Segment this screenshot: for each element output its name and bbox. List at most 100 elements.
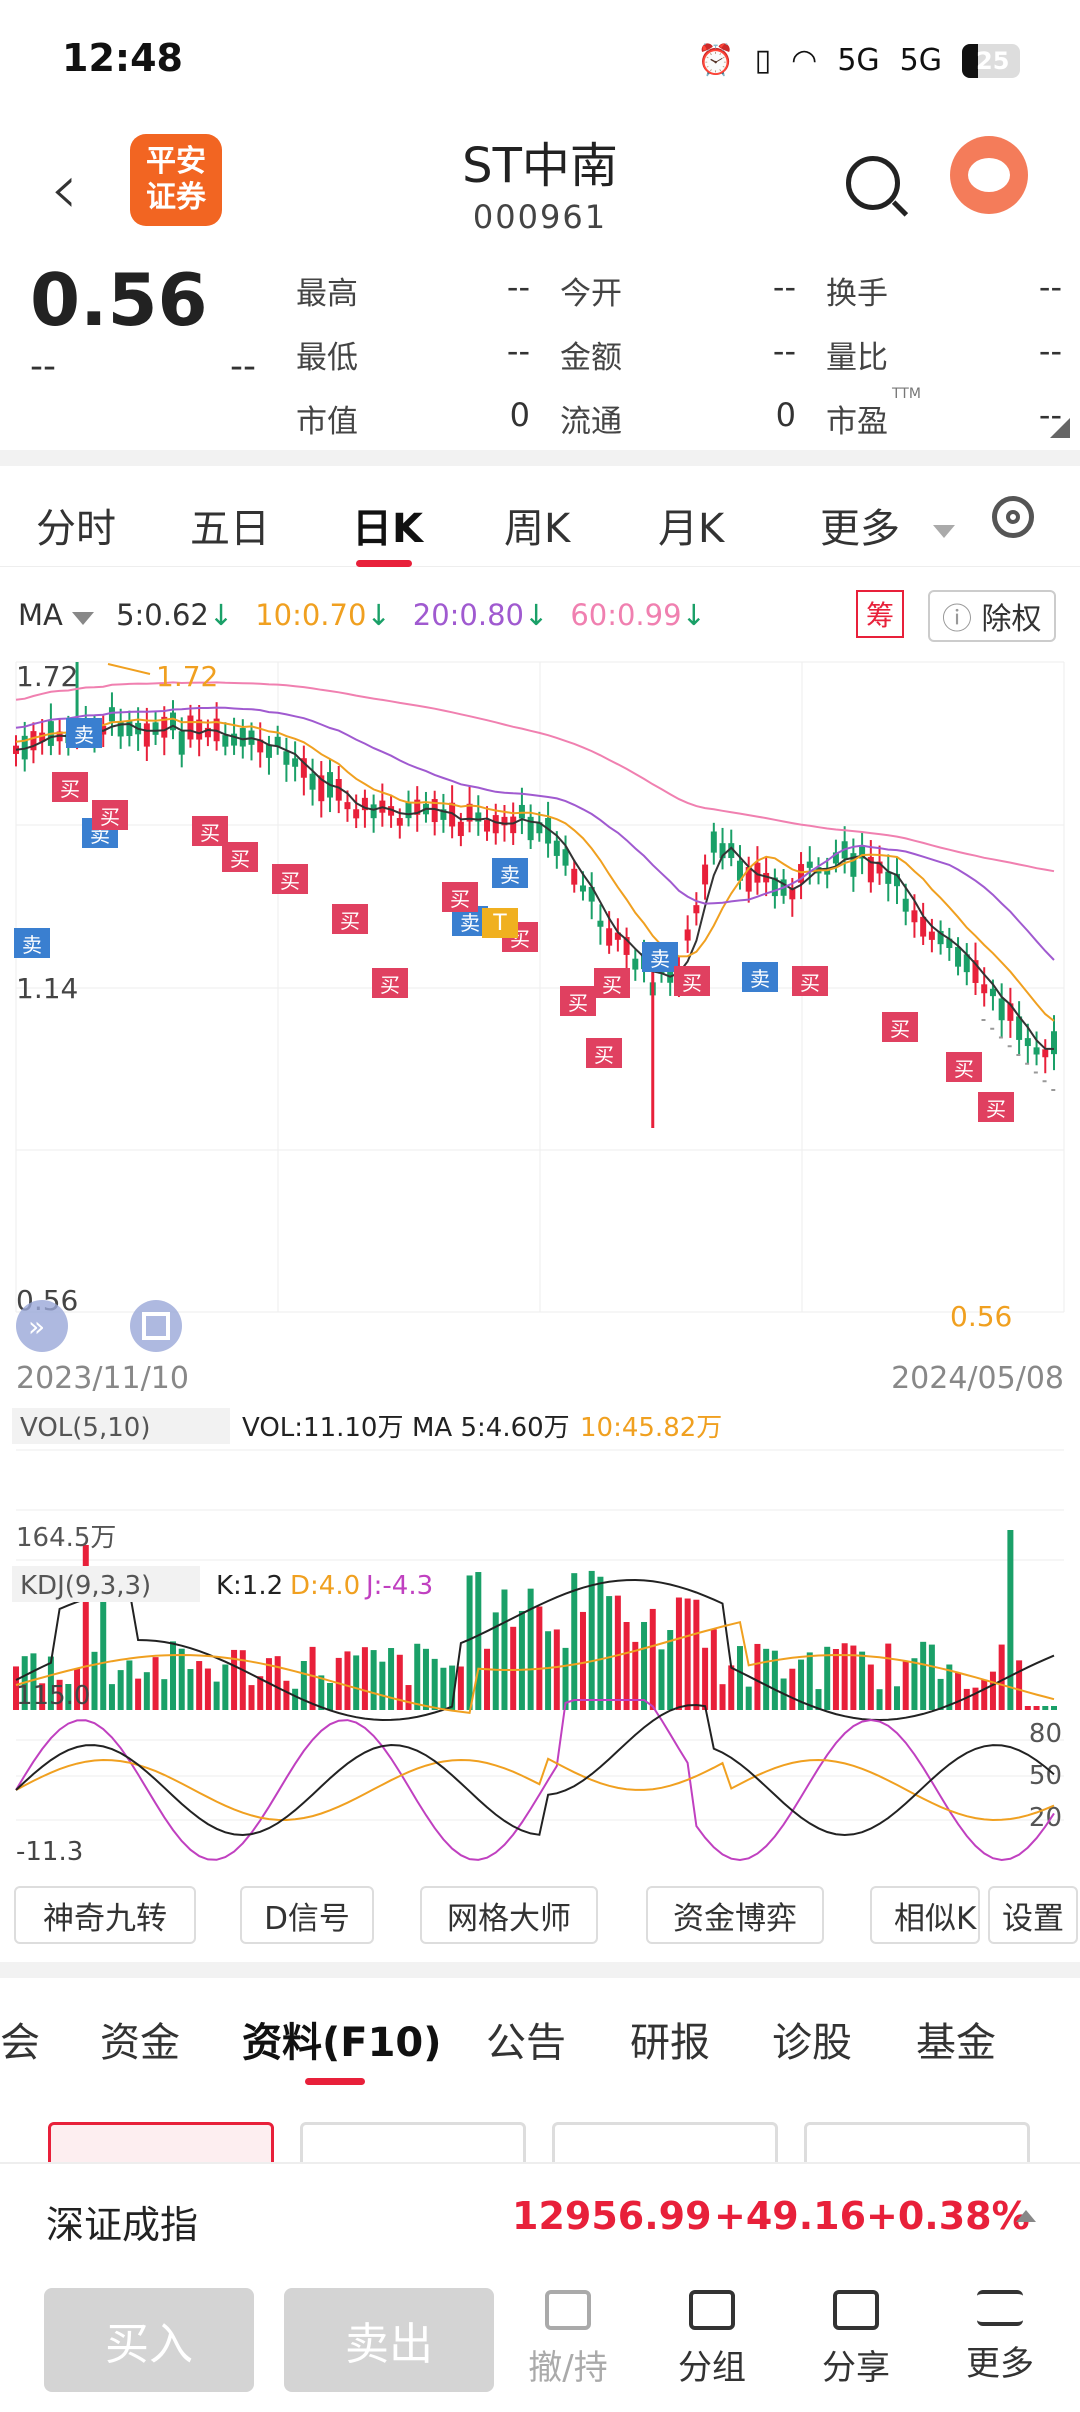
expand-icon [142,1312,170,1340]
divider [0,1962,1080,1978]
share-button[interactable]: 分享 [808,2290,904,2389]
candle-body [484,820,491,832]
volume-bar [824,1646,831,1710]
kline-chart[interactable]: 买卖卖买买买买买买卖买买买买卖买卖买买买买卖买卖T 1.72 1.14 0.56… [0,650,1080,1880]
volume-bar [135,1678,142,1710]
buy-marker [332,904,368,934]
index-change: +49.16 [714,2194,867,2238]
quote-label: 换手 [826,276,888,312]
candle-body [283,751,290,765]
group-button[interactable]: 分组 [664,2290,760,2389]
kdj-level-80: 80 [1029,1719,1062,1749]
tab-announcements[interactable]: 公告 [486,2020,566,2066]
tab-monthly-k[interactable]: 月K [658,506,725,552]
tab-diagnosis[interactable]: 诊股 [772,2020,852,2066]
sell-marker [492,858,528,888]
volume-bar [614,1595,621,1710]
candle-body [414,799,421,815]
volume-bar [1016,1660,1023,1710]
ttm-superscript: TTM [892,386,921,402]
ex-rights-button[interactable]: ⓘ 除权 [928,590,1056,642]
sell-marker-label: 卖 [750,967,770,991]
candle-body [588,886,595,902]
collapse-left-button[interactable] [16,1300,68,1352]
search-icon[interactable] [846,156,900,210]
candle-body [300,758,307,778]
volume-bar [257,1676,264,1710]
tab-more[interactable]: 更多 [820,496,955,554]
volume-bar [204,1668,211,1710]
candle-body [789,888,796,900]
tab-weekly-k[interactable]: 周K [504,506,571,552]
buy-button[interactable]: 买入 [44,2288,254,2392]
candle-body [318,775,325,802]
tab-capital[interactable]: 资金 [100,2020,180,2066]
sell-marker [14,928,50,958]
volume-bar [798,1659,805,1710]
indicator-d-signal[interactable]: D信号 [240,1886,374,1944]
ma-toggle[interactable]: MA [18,598,95,632]
expand-corner-icon[interactable] [1050,418,1070,438]
volume-bar [100,1580,107,1710]
active-tab-indicator [356,560,412,567]
indicator-magic-nine[interactable]: 神奇九转 [14,1886,196,1944]
cancel-hold-button[interactable]: 撤/持 [520,2290,616,2389]
date-end: 2024/05/08 [891,1361,1064,1396]
tab-fund[interactable]: 基金 [916,2020,996,2066]
candle-body [1007,1003,1014,1021]
expand-up-icon[interactable] [1016,2210,1036,2222]
tab-five-day[interactable]: 五日 [190,506,270,552]
candle-body [911,910,918,923]
indicator-fund-game[interactable]: 资金博弈 [646,1886,824,1944]
volume-bar [1007,1530,1014,1710]
buy-marker-label: 买 [954,1057,974,1081]
indicator-settings[interactable]: 设置 [988,1886,1078,1944]
broker-logo[interactable]: 平安 证券 [130,134,222,226]
chip-distribution-button[interactable]: 筹 [856,590,905,638]
assistant-avatar[interactable] [950,136,1028,214]
buy-marker-label: 买 [230,847,250,871]
kdj-level-50: 50 [1029,1761,1062,1791]
tab-meeting[interactable]: 会 [0,2020,40,2066]
buy-marker [560,986,596,1016]
volume-bar [902,1661,909,1710]
indicator-grid-master[interactable]: 网格大师 [420,1886,598,1944]
price-change-pct: -- [230,346,256,387]
tab-intraday[interactable]: 分时 [36,506,116,552]
candle-body [963,954,970,973]
candle-body [492,815,499,834]
tab-f10[interactable]: 资料(F10) [242,2020,442,2066]
candle-body [859,846,866,859]
buy-marker [882,1012,918,1042]
fullscreen-button[interactable] [130,1300,182,1352]
candle-body [806,861,813,868]
index-ticker[interactable]: 深证成指 12956.99 +49.16 +0.38% [0,2162,1080,2272]
candle-body [623,937,630,955]
candle-body [597,920,604,927]
indicator-similar-k[interactable]: 相似K [870,1886,980,1944]
buy-marker-label: 买 [280,869,300,893]
buy-marker-label: 买 [568,991,588,1015]
chevron-left-icon[interactable]: ‹ [50,148,78,230]
sell-button[interactable]: 卖出 [284,2288,494,2392]
candle-body [893,873,900,887]
kdj-top: 115.0 [16,1681,90,1711]
tab-daily-k[interactable]: 日K [352,506,423,552]
candle-body [1033,1047,1040,1055]
kdj-selector[interactable] [12,1566,200,1602]
buy-marker [946,1052,982,1082]
last-price: 0.56 [30,258,208,342]
volume-bar [736,1646,743,1710]
more-button[interactable]: 更多 [952,2290,1048,2385]
quote-label: 今开 [560,276,622,312]
candle-body [222,735,229,747]
kdj-lines [15,1699,1055,1862]
volume-bar [649,1608,656,1710]
buy-marker-label: 买 [100,805,120,829]
vol-selector[interactable] [12,1408,230,1444]
quote-value: -- [1038,332,1062,370]
gear-icon[interactable] [992,496,1034,538]
volume-bar [536,1606,543,1710]
tab-research[interactable]: 研报 [630,2020,710,2066]
buy-marker-label: 买 [986,1097,1006,1121]
